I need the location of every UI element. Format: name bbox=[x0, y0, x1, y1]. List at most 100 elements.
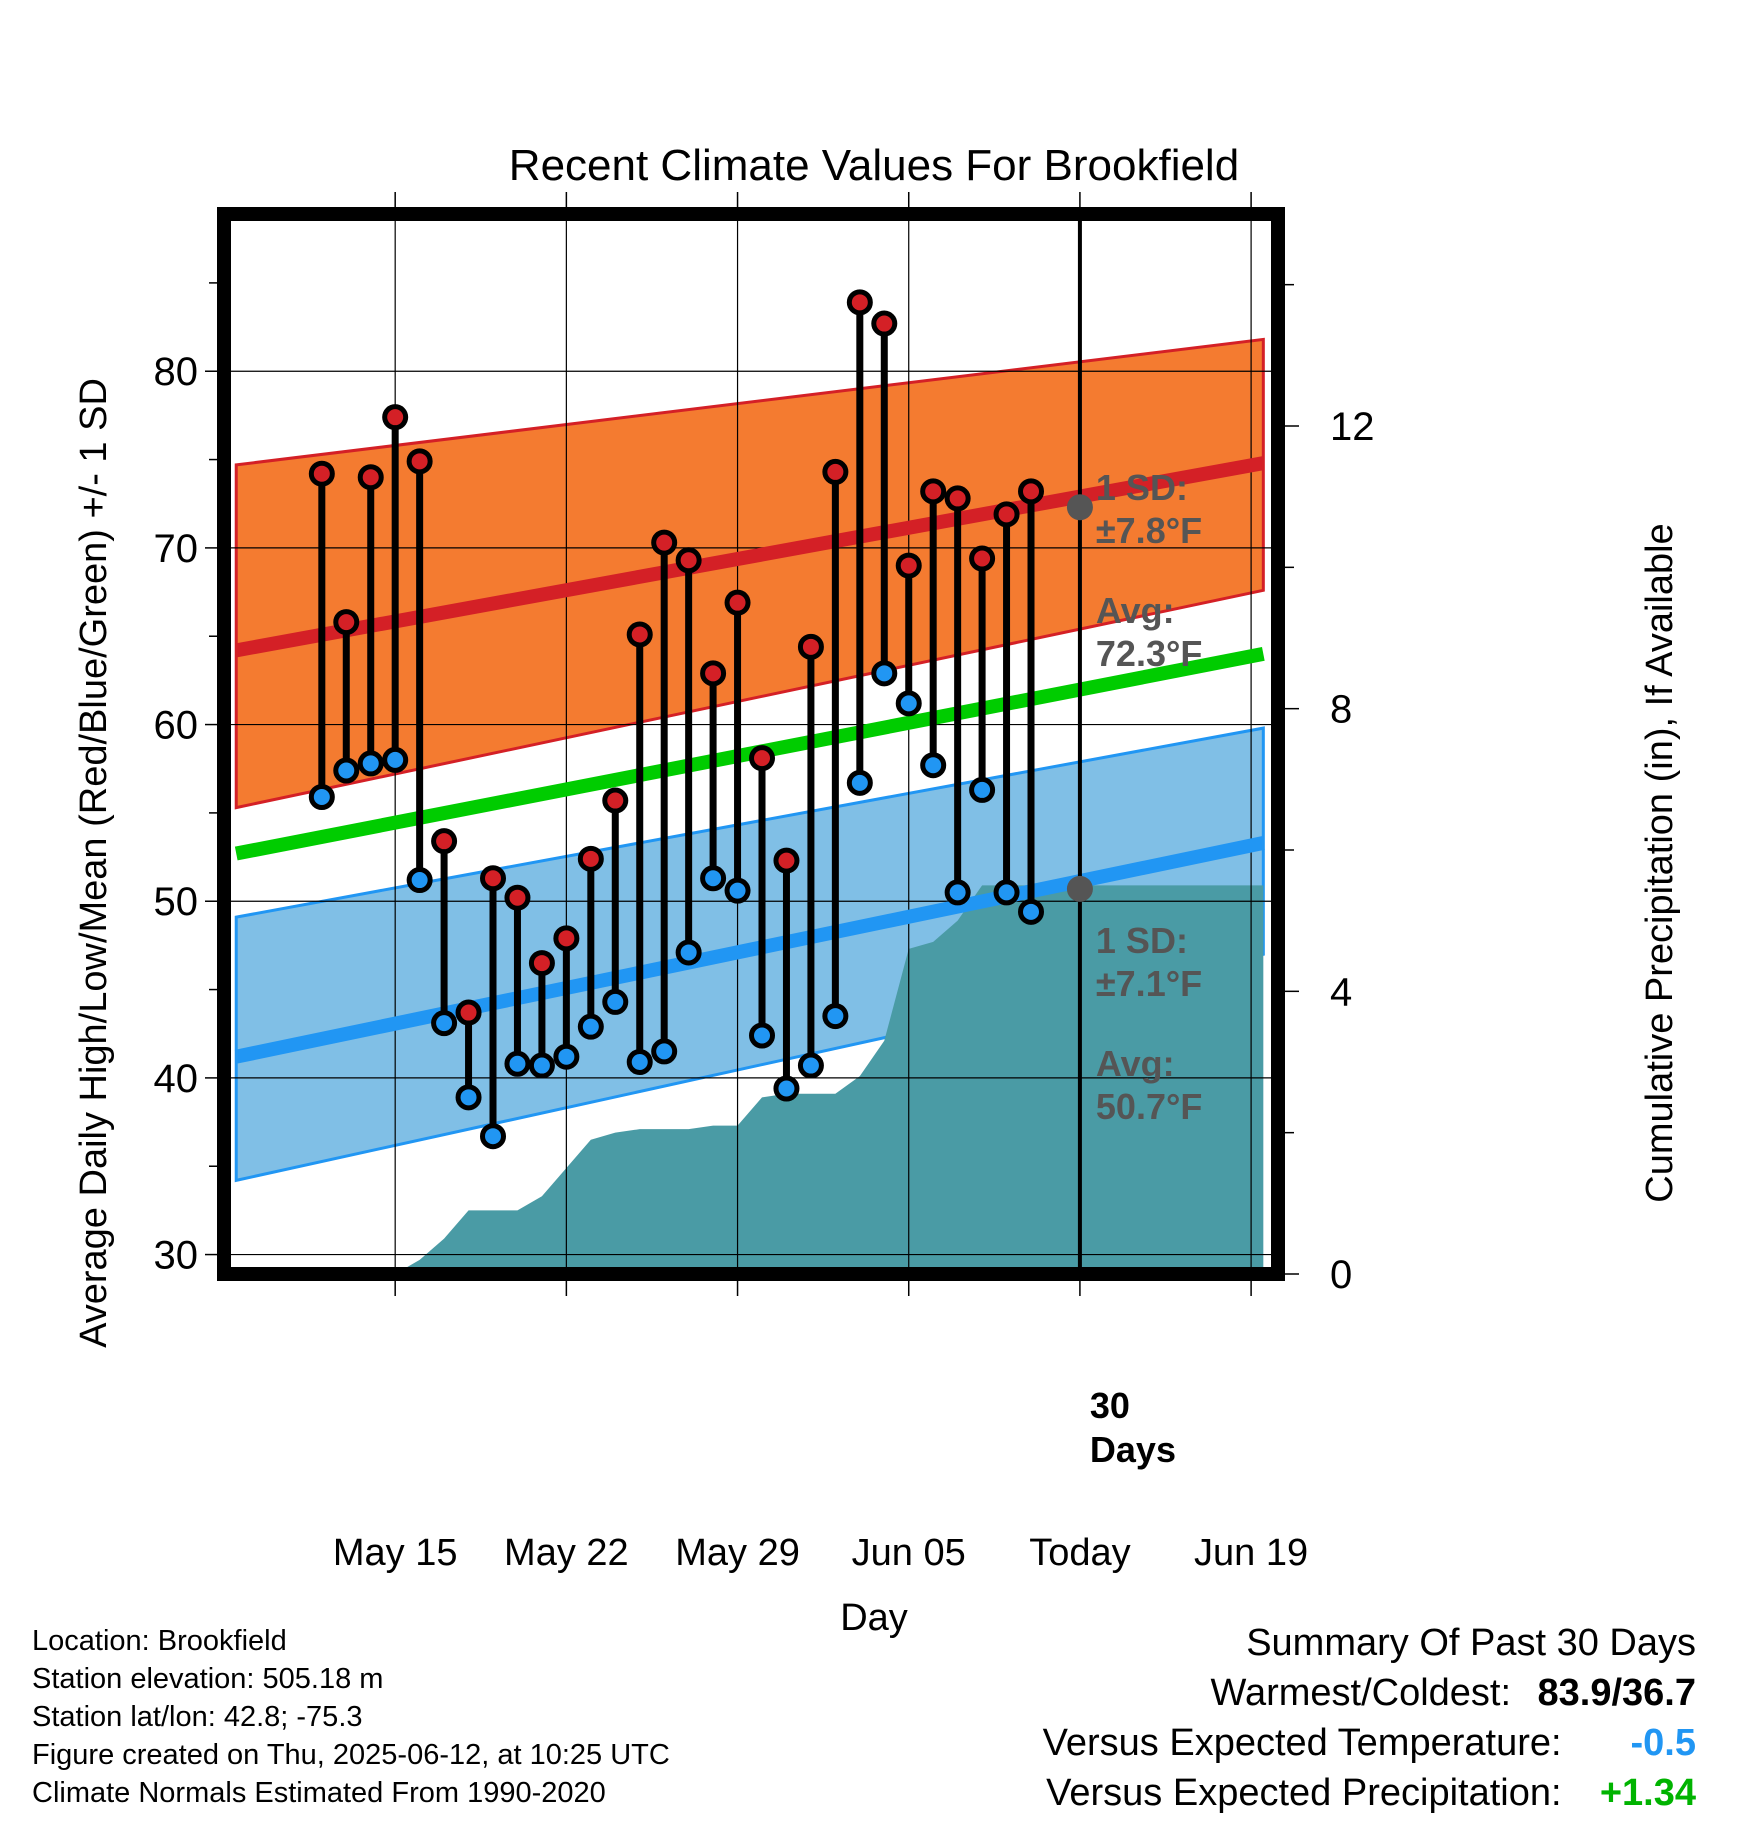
warm-cold-label: Warmest/Coldest: bbox=[1210, 1672, 1512, 1714]
plot-content bbox=[224, 214, 1278, 1274]
low-point bbox=[357, 750, 384, 777]
low-point bbox=[382, 746, 409, 773]
high-point bbox=[920, 478, 947, 505]
station-info: Location: Brookfield Station elevation: … bbox=[32, 1622, 670, 1812]
low-point bbox=[822, 1003, 849, 1030]
elevation-text: Station elevation: 505.18 m bbox=[32, 1663, 384, 1695]
low-point bbox=[920, 752, 947, 779]
low-point bbox=[944, 879, 971, 906]
location-text: Location: Brookfield bbox=[32, 1625, 287, 1657]
low-point bbox=[406, 867, 433, 894]
y-tick-label: 70 bbox=[154, 527, 199, 571]
low-point bbox=[504, 1050, 531, 1077]
low-point bbox=[480, 1123, 507, 1150]
plot-frame bbox=[217, 207, 1285, 1281]
low-avg-marker bbox=[1066, 875, 1093, 902]
high-point bbox=[553, 925, 580, 952]
high-point bbox=[1018, 478, 1045, 505]
x-tick-label: Jun 05 bbox=[852, 1532, 966, 1574]
low-point bbox=[797, 1052, 824, 1079]
low-point bbox=[724, 877, 751, 904]
high-point bbox=[382, 404, 409, 431]
plot-area: 30 40 50 60 70 80 0 4 8 12 May 15 May 22 May 29 Jun 0… bbox=[154, 192, 1375, 1574]
low-point bbox=[846, 769, 873, 796]
low-point bbox=[577, 1013, 604, 1040]
temp-row: Versus Expected Temperature: -0.5 bbox=[796, 1722, 1696, 1772]
low-point bbox=[528, 1052, 555, 1079]
y2-tick-label: 0 bbox=[1330, 1253, 1352, 1297]
days-number: 30 bbox=[1090, 1385, 1130, 1426]
high-sd-band bbox=[234, 337, 1265, 810]
high-point bbox=[626, 621, 653, 648]
low-avg-label: Avg: bbox=[1096, 1043, 1175, 1084]
high-point bbox=[773, 847, 800, 874]
low-avg-line bbox=[234, 836, 1265, 1064]
chart-title: Recent Climate Values For Brookfield bbox=[509, 141, 1239, 190]
precip-value: +1.34 bbox=[1599, 1772, 1696, 1814]
created-text: Figure created on Thu, 2025-06-12, at 10… bbox=[32, 1739, 670, 1771]
high-point bbox=[357, 464, 384, 491]
low-point bbox=[969, 776, 996, 803]
temp-value: -0.5 bbox=[1630, 1722, 1696, 1764]
low-point bbox=[773, 1075, 800, 1102]
y-tick-label: 40 bbox=[154, 1057, 199, 1101]
high-point bbox=[504, 884, 531, 911]
high-point bbox=[577, 845, 604, 872]
latlon-text: Station lat/lon: 42.8; -75.3 bbox=[32, 1701, 363, 1733]
low-point bbox=[626, 1049, 653, 1075]
y-tick-label: 50 bbox=[154, 880, 199, 924]
high-point bbox=[724, 589, 751, 616]
high-avg-line bbox=[234, 456, 1265, 658]
precip-label: Versus Expected Precipitation: bbox=[1046, 1772, 1562, 1814]
low-point bbox=[308, 784, 335, 810]
y-tick-label: 30 bbox=[154, 1234, 199, 1278]
precip-row: Versus Expected Precipitation: +1.34 bbox=[796, 1772, 1696, 1822]
low-point bbox=[1018, 898, 1045, 925]
high-point bbox=[700, 660, 727, 687]
high-point bbox=[993, 501, 1020, 528]
high-point bbox=[969, 545, 996, 572]
precip-area bbox=[395, 885, 1264, 1274]
low-point bbox=[700, 865, 727, 892]
low-point bbox=[553, 1043, 580, 1070]
high-point bbox=[944, 485, 971, 512]
high-point bbox=[431, 828, 458, 855]
mean-avg-line bbox=[234, 647, 1265, 861]
high-point bbox=[528, 950, 555, 977]
low-point bbox=[602, 988, 629, 1015]
temp-label: Versus Expected Temperature: bbox=[1042, 1722, 1562, 1764]
days-word: Days bbox=[1090, 1429, 1176, 1470]
low-point bbox=[675, 939, 702, 966]
x-tick-label: May 22 bbox=[504, 1532, 629, 1574]
y2-axis-label: Cumulative Precipitation (in), If Availa… bbox=[1639, 523, 1681, 1202]
low-avg-value: 50.7°F bbox=[1096, 1086, 1202, 1127]
y-tick-label: 60 bbox=[154, 704, 199, 748]
low-point bbox=[993, 879, 1020, 906]
high-avg-marker bbox=[1066, 494, 1093, 521]
high-point bbox=[602, 787, 629, 814]
high-avg-value: 72.3°F bbox=[1096, 633, 1202, 674]
low-point bbox=[455, 1084, 482, 1111]
high-point bbox=[333, 609, 360, 636]
x-tick-label: May 15 bbox=[333, 1532, 458, 1574]
x-tick-label: Jun 19 bbox=[1194, 1532, 1308, 1574]
low-point bbox=[895, 690, 922, 717]
low-point bbox=[333, 757, 360, 784]
high-avg-label: Avg: bbox=[1096, 590, 1175, 631]
high-point bbox=[846, 289, 873, 316]
y2-tick-label: 4 bbox=[1330, 970, 1352, 1014]
x-axis-label: Day bbox=[840, 1597, 908, 1639]
x-tick-label: Today bbox=[1029, 1532, 1130, 1574]
y2-tick-label: 8 bbox=[1330, 688, 1352, 732]
low-point bbox=[431, 1010, 458, 1037]
low-point bbox=[871, 660, 898, 687]
y-axis-label: Average Daily High/Low/Mean (Red/Blue/Gr… bbox=[73, 378, 115, 1348]
high-sd-value: ±7.8°F bbox=[1096, 510, 1202, 551]
high-point bbox=[822, 458, 849, 485]
low-sd-label: 1 SD: bbox=[1096, 920, 1188, 961]
summary-title: Summary Of Past 30 Days bbox=[1246, 1622, 1696, 1664]
high-point bbox=[308, 460, 335, 487]
y-tick-label: 80 bbox=[154, 350, 199, 394]
high-point bbox=[749, 745, 776, 772]
